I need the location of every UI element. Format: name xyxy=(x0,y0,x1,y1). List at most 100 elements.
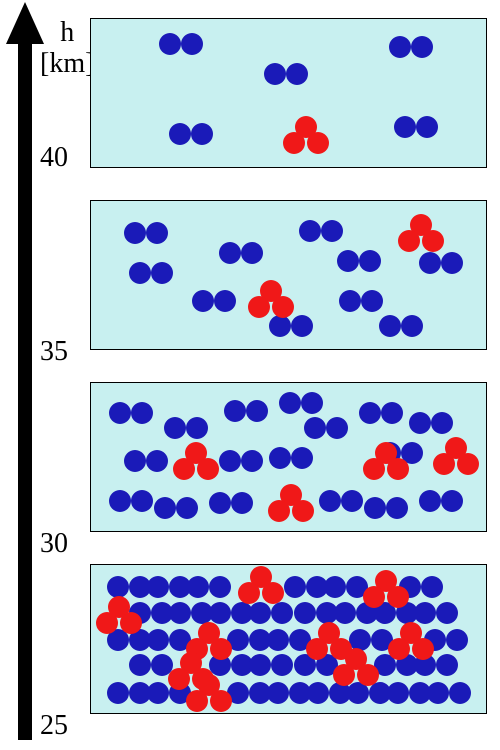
oxygen-atom xyxy=(181,33,203,55)
ozone-atom xyxy=(96,612,118,634)
oxygen-atom xyxy=(436,602,458,624)
oxygen-atom xyxy=(299,220,321,242)
ozone-atom xyxy=(398,230,420,252)
oxygen-atom xyxy=(109,490,131,512)
oxygen-atom xyxy=(267,682,289,704)
oxygen-atom xyxy=(131,490,153,512)
oxygen-atom xyxy=(389,36,411,58)
ozone-atom xyxy=(262,582,284,604)
altitude-tick: 40 xyxy=(40,142,68,174)
oxygen-atom xyxy=(124,450,146,472)
oxygen-atom xyxy=(164,417,186,439)
oxygen-atom xyxy=(269,447,291,469)
oxygen-atom xyxy=(284,576,306,598)
oxygen-atom xyxy=(421,576,443,598)
oxygen-atom xyxy=(219,450,241,472)
ozone-atom xyxy=(412,638,434,660)
oxygen-atom xyxy=(146,450,168,472)
oxygen-atom xyxy=(294,602,316,624)
oxygen-atom xyxy=(339,290,361,312)
ozone-atom xyxy=(210,638,232,660)
oxygen-atom xyxy=(129,262,151,284)
altitude-tick: 25 xyxy=(40,710,68,742)
oxygen-atom xyxy=(147,682,169,704)
oxygen-atom xyxy=(334,602,356,624)
axis-arrow-head xyxy=(6,2,44,44)
oxygen-atom xyxy=(169,123,191,145)
oxygen-atom xyxy=(441,252,463,274)
oxygen-atom xyxy=(337,250,359,272)
oxygen-atom xyxy=(419,252,441,274)
oxygen-atom xyxy=(209,492,231,514)
oxygen-atom xyxy=(246,400,268,422)
oxygen-atom xyxy=(446,629,468,651)
oxygen-atom xyxy=(214,290,236,312)
ozone-atom xyxy=(173,458,195,480)
ozone-atom xyxy=(272,296,294,318)
oxygen-atom xyxy=(271,654,293,676)
oxygen-atom xyxy=(129,654,151,676)
oxygen-atom xyxy=(186,417,208,439)
oxygen-atom xyxy=(359,250,381,272)
ozone-atom xyxy=(457,453,479,475)
oxygen-atom xyxy=(361,290,383,312)
oxygen-atom xyxy=(151,262,173,284)
ozone-atom xyxy=(363,458,385,480)
oxygen-atom xyxy=(131,402,153,424)
oxygen-atom xyxy=(307,682,329,704)
altitude-tick: 30 xyxy=(40,528,68,560)
oxygen-atom xyxy=(187,576,209,598)
oxygen-atom xyxy=(431,412,453,434)
ozone-atom xyxy=(387,458,409,480)
ozone-atom xyxy=(186,690,208,712)
altitude-tick: 35 xyxy=(40,336,68,368)
oxygen-atom xyxy=(401,315,423,337)
oxygen-atom xyxy=(264,63,286,85)
oxygen-atom xyxy=(416,116,438,138)
oxygen-atom xyxy=(279,392,301,414)
ozone-atom xyxy=(283,132,305,154)
oxygen-atom xyxy=(209,576,231,598)
oxygen-atom xyxy=(341,490,363,512)
oxygen-atom xyxy=(321,220,343,242)
ozone-atom xyxy=(357,664,379,686)
ozone-atom xyxy=(307,132,329,154)
oxygen-atom xyxy=(107,682,129,704)
oxygen-atom xyxy=(241,242,263,264)
ozone-atom xyxy=(120,612,142,634)
ozone-atom xyxy=(268,500,290,522)
oxygen-atom xyxy=(271,602,293,624)
oxygen-atom xyxy=(387,682,409,704)
ozone-atom xyxy=(197,458,219,480)
axis-label-h: h xyxy=(60,17,74,48)
oxygen-atom xyxy=(269,315,291,337)
oxygen-atom xyxy=(427,682,449,704)
oxygen-atom xyxy=(169,602,191,624)
oxygen-atom xyxy=(241,450,263,472)
oxygen-atom xyxy=(176,497,198,519)
oxygen-atom xyxy=(326,417,348,439)
oxygen-atom xyxy=(267,629,289,651)
axis-label: h [km] xyxy=(40,18,94,80)
oxygen-atom xyxy=(219,242,241,264)
oxygen-atom xyxy=(436,654,458,676)
oxygen-atom xyxy=(107,576,129,598)
ozone-atom xyxy=(363,586,385,608)
ozone-atom xyxy=(433,453,455,475)
density-panel xyxy=(90,564,487,714)
ozone-atom xyxy=(422,230,444,252)
oxygen-atom xyxy=(409,412,431,434)
oxygen-atom xyxy=(291,447,313,469)
ozone-atom xyxy=(292,500,314,522)
ozone-atom xyxy=(333,664,355,686)
oxygen-atom xyxy=(291,315,313,337)
oxygen-atom xyxy=(304,417,326,439)
oxygen-atom xyxy=(359,402,381,424)
oxygen-atom xyxy=(146,222,168,244)
oxygen-atom xyxy=(191,123,213,145)
oxygen-atom xyxy=(301,392,323,414)
oxygen-atom xyxy=(224,400,246,422)
oxygen-atom xyxy=(231,492,253,514)
ozone-atom xyxy=(388,638,410,660)
axis-arrow-shaft xyxy=(18,42,32,740)
